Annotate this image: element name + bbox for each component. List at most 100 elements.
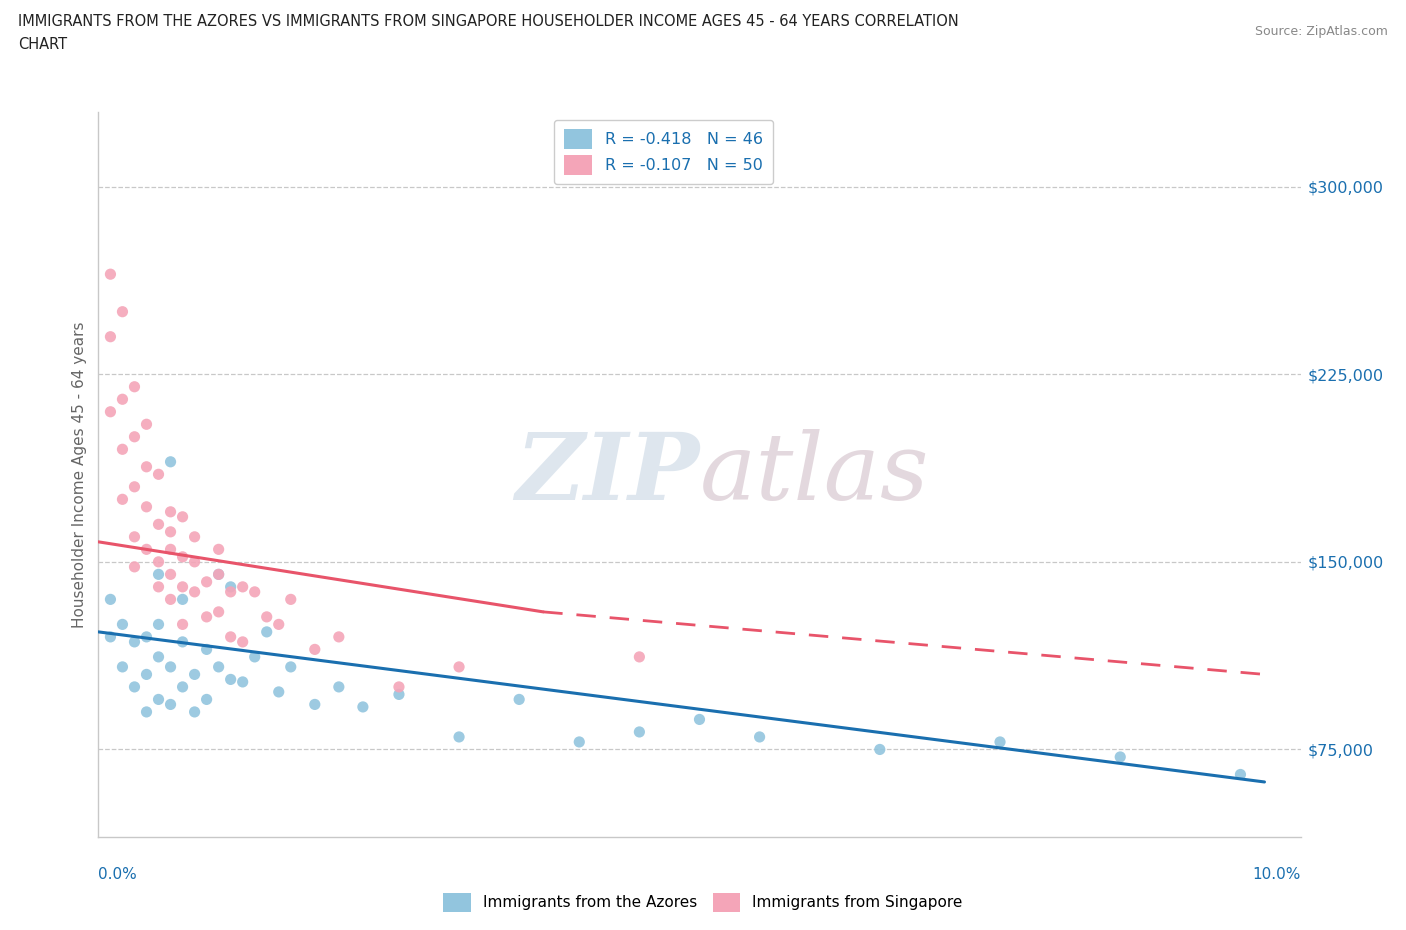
Point bbox=[328, 630, 350, 644]
Point bbox=[100, 329, 122, 344]
Point bbox=[195, 642, 218, 657]
Point bbox=[148, 649, 170, 664]
Point bbox=[172, 591, 194, 606]
Point bbox=[135, 630, 157, 644]
Point bbox=[172, 510, 194, 525]
Point bbox=[304, 642, 326, 657]
Text: atlas: atlas bbox=[700, 430, 929, 519]
Text: Source: ZipAtlas.com: Source: ZipAtlas.com bbox=[1254, 25, 1388, 38]
Legend: Immigrants from the Azores, Immigrants from Singapore: Immigrants from the Azores, Immigrants f… bbox=[437, 887, 969, 918]
Text: 10.0%: 10.0% bbox=[1253, 867, 1301, 882]
Point bbox=[232, 579, 254, 594]
Point bbox=[195, 692, 218, 707]
Point bbox=[388, 687, 411, 702]
Point bbox=[280, 591, 302, 606]
Point bbox=[388, 680, 411, 695]
Point bbox=[100, 267, 122, 282]
Point bbox=[195, 609, 218, 624]
Point bbox=[172, 617, 194, 631]
Point bbox=[172, 550, 194, 565]
Point bbox=[628, 724, 651, 739]
Point bbox=[111, 442, 134, 457]
Point bbox=[183, 667, 205, 682]
Point bbox=[124, 560, 146, 575]
Point bbox=[183, 584, 205, 599]
Point bbox=[869, 742, 891, 757]
Point bbox=[243, 649, 266, 664]
Point bbox=[232, 634, 254, 649]
Point bbox=[135, 705, 157, 720]
Point bbox=[208, 604, 231, 619]
Point bbox=[1229, 767, 1251, 782]
Point bbox=[304, 697, 326, 711]
Point bbox=[328, 680, 350, 695]
Point bbox=[208, 659, 231, 674]
Point bbox=[208, 567, 231, 582]
Point bbox=[111, 659, 134, 674]
Point bbox=[689, 712, 711, 727]
Point bbox=[148, 554, 170, 569]
Point bbox=[159, 659, 181, 674]
Text: 0.0%: 0.0% bbox=[98, 867, 138, 882]
Point bbox=[568, 735, 591, 750]
Point bbox=[256, 624, 278, 639]
Point bbox=[100, 591, 122, 606]
Point bbox=[135, 542, 157, 557]
Point bbox=[232, 674, 254, 689]
Point bbox=[508, 692, 530, 707]
Point bbox=[208, 542, 231, 557]
Point bbox=[111, 492, 134, 507]
Point bbox=[148, 567, 170, 582]
Legend: R = -0.418   N = 46, R = -0.107   N = 50: R = -0.418 N = 46, R = -0.107 N = 50 bbox=[554, 120, 773, 184]
Point bbox=[748, 729, 770, 744]
Point bbox=[195, 575, 218, 590]
Point bbox=[208, 567, 231, 582]
Point bbox=[447, 729, 470, 744]
Point bbox=[267, 684, 290, 699]
Point bbox=[219, 672, 242, 687]
Point bbox=[159, 697, 181, 711]
Point bbox=[159, 525, 181, 539]
Point bbox=[159, 542, 181, 557]
Point bbox=[183, 529, 205, 544]
Point bbox=[135, 417, 157, 432]
Point bbox=[148, 467, 170, 482]
Point bbox=[111, 617, 134, 631]
Point bbox=[183, 705, 205, 720]
Point bbox=[159, 455, 181, 470]
Point bbox=[183, 554, 205, 569]
Point bbox=[135, 459, 157, 474]
Point bbox=[159, 591, 181, 606]
Point bbox=[111, 304, 134, 319]
Point bbox=[111, 392, 134, 406]
Point bbox=[628, 649, 651, 664]
Point bbox=[124, 430, 146, 445]
Point bbox=[447, 659, 470, 674]
Point bbox=[100, 405, 122, 419]
Point bbox=[243, 584, 266, 599]
Point bbox=[159, 567, 181, 582]
Point bbox=[219, 630, 242, 644]
Point bbox=[100, 630, 122, 644]
Text: IMMIGRANTS FROM THE AZORES VS IMMIGRANTS FROM SINGAPORE HOUSEHOLDER INCOME AGES : IMMIGRANTS FROM THE AZORES VS IMMIGRANTS… bbox=[18, 14, 959, 29]
Point bbox=[172, 634, 194, 649]
Point bbox=[256, 609, 278, 624]
Point bbox=[148, 579, 170, 594]
Point bbox=[988, 735, 1011, 750]
Point bbox=[148, 517, 170, 532]
Point bbox=[148, 617, 170, 631]
Point bbox=[159, 504, 181, 519]
Text: ZIP: ZIP bbox=[515, 430, 700, 519]
Point bbox=[172, 579, 194, 594]
Point bbox=[267, 617, 290, 631]
Point bbox=[148, 692, 170, 707]
Point bbox=[135, 667, 157, 682]
Y-axis label: Householder Income Ages 45 - 64 years: Householder Income Ages 45 - 64 years bbox=[72, 321, 87, 628]
Text: CHART: CHART bbox=[18, 37, 67, 52]
Point bbox=[135, 499, 157, 514]
Point bbox=[1109, 750, 1132, 764]
Point bbox=[219, 579, 242, 594]
Point bbox=[124, 634, 146, 649]
Point bbox=[124, 379, 146, 394]
Point bbox=[280, 659, 302, 674]
